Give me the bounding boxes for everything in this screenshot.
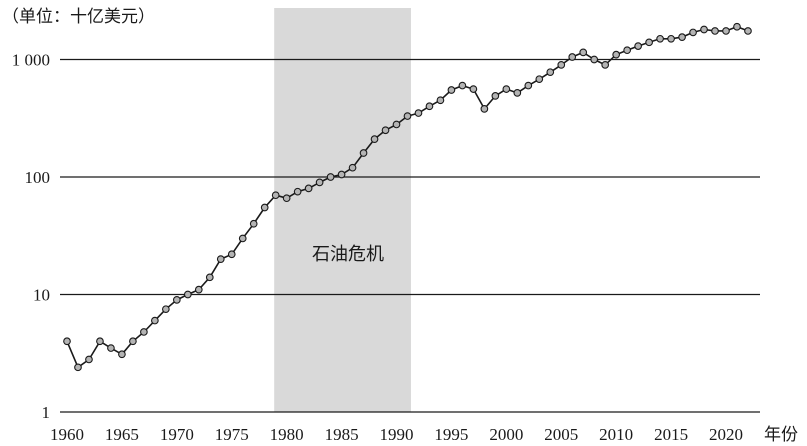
data-point-2014 bbox=[656, 34, 664, 43]
data-point-1994 bbox=[436, 96, 445, 105]
data-point-1981 bbox=[293, 187, 302, 196]
data-point-1970 bbox=[172, 296, 181, 304]
data-point-2012 bbox=[634, 42, 642, 50]
data-point-1977 bbox=[249, 219, 258, 228]
x-axis-label: 年份 bbox=[764, 425, 798, 445]
data-point-1992 bbox=[414, 109, 423, 117]
data-point-2022 bbox=[744, 27, 752, 35]
data-point-1989 bbox=[381, 126, 390, 135]
x-tick-label-1985: 1985 bbox=[325, 425, 359, 444]
x-tick-label-1990: 1990 bbox=[380, 425, 414, 444]
x-tick-label-1960: 1960 bbox=[50, 425, 84, 444]
data-point-2009 bbox=[601, 61, 610, 69]
data-point-2008 bbox=[590, 55, 599, 64]
data-point-1969 bbox=[162, 305, 170, 314]
data-point-2007 bbox=[579, 48, 588, 57]
data-point-1993 bbox=[425, 102, 434, 111]
y-tick-label-1: 1 bbox=[42, 403, 51, 422]
data-point-2010 bbox=[612, 50, 621, 59]
data-point-1987 bbox=[359, 149, 368, 157]
data-point-2003 bbox=[535, 75, 544, 84]
data-point-1964 bbox=[107, 344, 115, 352]
data-point-1999 bbox=[491, 92, 500, 100]
x-tick-label-2005: 2005 bbox=[544, 425, 578, 444]
data-point-2019 bbox=[711, 27, 719, 35]
data-point-1976 bbox=[238, 234, 247, 243]
oil-crisis-band-layer bbox=[274, 8, 411, 412]
data-point-1984 bbox=[326, 173, 335, 181]
data-point-1979 bbox=[271, 191, 280, 200]
data-point-1986 bbox=[348, 163, 357, 172]
data-point-1963 bbox=[96, 337, 104, 346]
y-tick-labels: 1 10 100 1 000 bbox=[12, 51, 50, 423]
data-point-1961 bbox=[74, 363, 82, 372]
y-tick-label-10: 10 bbox=[33, 286, 50, 305]
data-point-1968 bbox=[151, 316, 159, 325]
data-point-1991 bbox=[403, 112, 412, 120]
x-tick-labels: 1960 1965 1970 1975 1980 1985 1990 1995 2000 2005… bbox=[50, 425, 743, 444]
x-tick-label-2000: 2000 bbox=[489, 425, 523, 444]
gridlines-layer bbox=[60, 58, 760, 413]
y-axis-unit-label: （单位：十亿美元） bbox=[2, 7, 155, 27]
data-point-1988 bbox=[370, 135, 379, 143]
data-point-1996 bbox=[458, 81, 467, 90]
data-point-2021 bbox=[733, 22, 741, 31]
data-point-1978 bbox=[260, 203, 269, 212]
data-point-1971 bbox=[183, 290, 192, 299]
data-point-2013 bbox=[645, 38, 653, 47]
data-point-1972 bbox=[194, 285, 203, 294]
oil-crisis-annotation: 石油危机 bbox=[312, 244, 384, 265]
data-point-1983 bbox=[315, 178, 324, 187]
x-tick-label-1980: 1980 bbox=[270, 425, 304, 444]
x-tick-label-1965: 1965 bbox=[105, 425, 139, 444]
data-point-2006 bbox=[568, 53, 577, 61]
data-point-1966 bbox=[129, 337, 137, 346]
x-tick-label-1970: 1970 bbox=[160, 425, 194, 444]
data-point-1997 bbox=[469, 85, 478, 93]
data-point-1998 bbox=[480, 105, 489, 113]
data-point-1985 bbox=[337, 170, 346, 179]
data-point-2001 bbox=[513, 89, 522, 97]
x-tick-label-1975: 1975 bbox=[215, 425, 249, 444]
data-point-1980 bbox=[282, 194, 291, 203]
x-tick-label-2020: 2020 bbox=[709, 425, 743, 444]
data-point-1982 bbox=[304, 184, 313, 193]
x-tick-label-2015: 2015 bbox=[654, 425, 688, 444]
data-point-2016 bbox=[678, 33, 686, 41]
data-points-layer bbox=[63, 22, 752, 372]
y-tick-label-1000: 1 000 bbox=[12, 51, 50, 70]
data-point-2015 bbox=[667, 34, 675, 43]
data-point-2020 bbox=[722, 27, 730, 35]
data-point-1995 bbox=[447, 86, 456, 94]
data-point-2005 bbox=[557, 61, 566, 69]
data-point-2000 bbox=[502, 85, 511, 93]
data-point-2011 bbox=[623, 46, 632, 55]
data-point-1965 bbox=[118, 350, 126, 359]
data-point-1973 bbox=[205, 273, 214, 282]
data-point-2018 bbox=[700, 25, 708, 34]
x-tick-label-1995: 1995 bbox=[434, 425, 468, 444]
data-point-1967 bbox=[140, 328, 148, 336]
x-tick-label-2010: 2010 bbox=[599, 425, 633, 444]
data-point-1975 bbox=[227, 250, 236, 259]
data-point-2002 bbox=[524, 81, 533, 90]
data-point-1962 bbox=[85, 355, 93, 364]
oil-crisis-band bbox=[274, 8, 411, 412]
data-point-2004 bbox=[546, 68, 555, 77]
data-point-1990 bbox=[392, 120, 401, 129]
data-point-1960 bbox=[63, 337, 71, 346]
data-point-2017 bbox=[689, 28, 697, 37]
data-point-1974 bbox=[216, 255, 225, 263]
y-tick-label-100: 100 bbox=[25, 168, 51, 187]
